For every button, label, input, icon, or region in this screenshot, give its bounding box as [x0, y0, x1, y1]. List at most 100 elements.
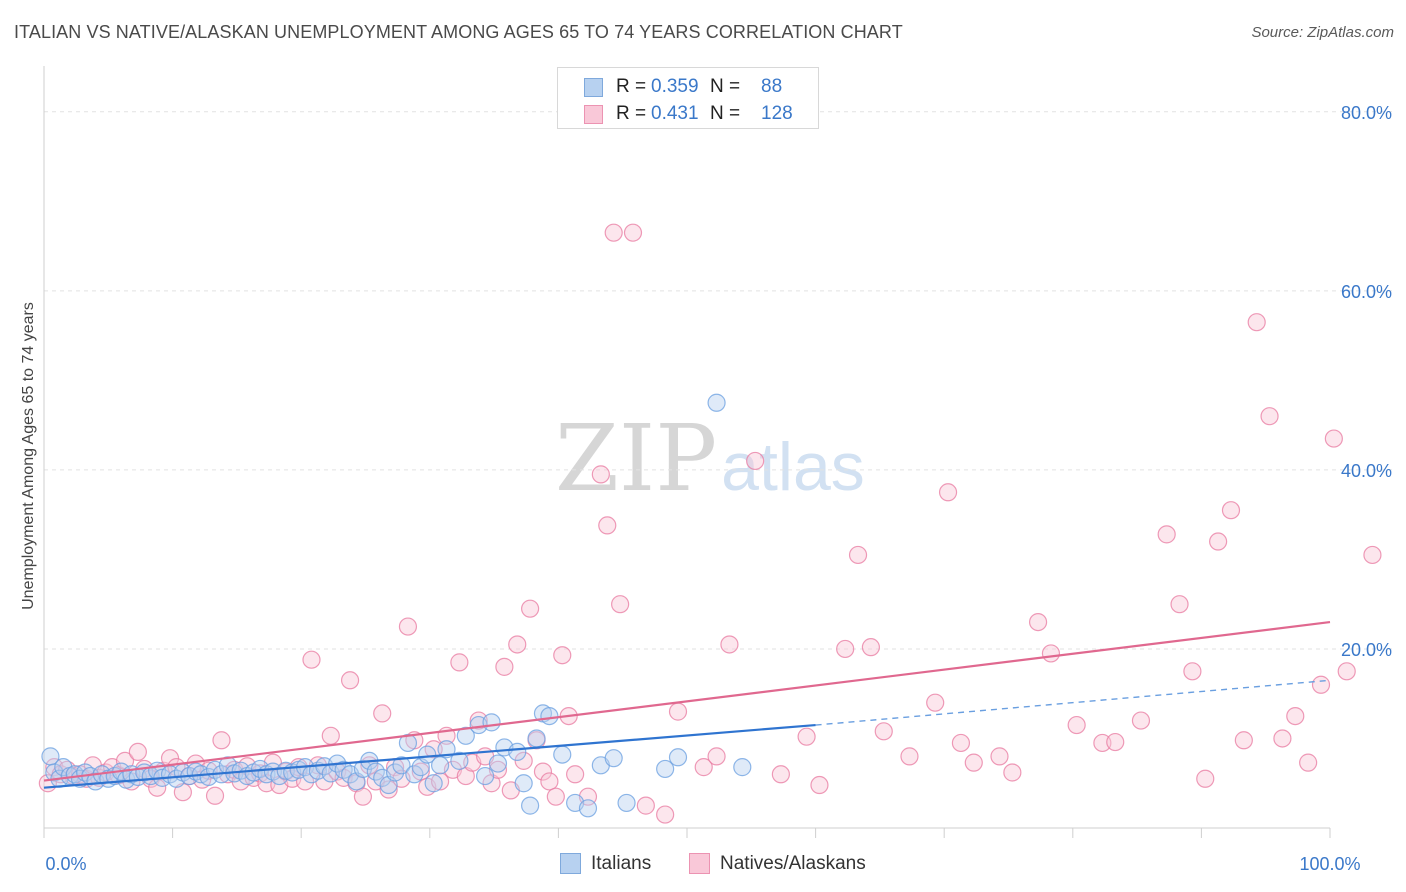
italians-point: [456, 726, 475, 745]
natives-point: [540, 772, 559, 791]
legend-row-natives: R = 0.431 N = 128: [558, 102, 818, 128]
natives-point: [604, 223, 623, 242]
italians-point: [617, 793, 636, 813]
natives-point: [611, 595, 630, 614]
natives-point: [836, 639, 855, 659]
natives-point: [1299, 753, 1318, 772]
italians-point: [668, 748, 688, 767]
italians-point: [418, 745, 437, 764]
italians-point: [450, 751, 469, 770]
legend-r-value: 0.431: [651, 103, 699, 124]
natives-point: [553, 646, 572, 665]
x-tick-label: 100.0%: [1299, 854, 1360, 874]
x-tick-label: 0.0%: [45, 854, 86, 874]
italians-point: [430, 756, 450, 775]
natives-point: [340, 671, 360, 690]
natives-point: [1170, 595, 1189, 614]
natives-point: [1131, 711, 1151, 730]
natives-point: [514, 751, 533, 770]
italians-point: [424, 774, 443, 793]
italians-point: [733, 758, 752, 777]
natives-point: [810, 775, 829, 795]
italians-point: [527, 729, 546, 748]
y-tick-label: 60.0%: [1341, 282, 1392, 302]
natives-point: [1157, 525, 1176, 544]
italians-point: [405, 765, 424, 784]
natives-point: [926, 693, 945, 712]
natives-point: [379, 780, 398, 799]
natives-point: [1003, 763, 1022, 782]
natives-point: [450, 653, 469, 672]
natives-point: [1183, 662, 1202, 681]
natives-point: [302, 650, 321, 669]
natives-point: [160, 749, 180, 768]
natives-point: [771, 765, 790, 784]
legend-swatch-natives: [584, 105, 603, 124]
natives-point: [746, 451, 765, 471]
legend-n-label: N =: [710, 103, 741, 124]
natives-point: [1260, 407, 1279, 426]
italians-point: [656, 759, 675, 779]
natives-point: [521, 599, 540, 618]
natives-point: [1106, 732, 1125, 752]
natives-point: [623, 223, 643, 242]
natives-point: [598, 516, 617, 535]
italians-point: [508, 742, 527, 762]
natives-point: [1286, 706, 1305, 726]
natives-point: [720, 635, 739, 654]
legend-swatch-italians: [584, 78, 603, 97]
natives-point: [668, 702, 688, 721]
italians-point: [398, 733, 418, 753]
natives-point: [1311, 675, 1331, 694]
natives-point: [321, 726, 340, 745]
natives-point: [546, 787, 565, 806]
y-tick-label: 40.0%: [1341, 461, 1392, 481]
legend-label-italians: Italians: [591, 853, 652, 874]
natives-point: [797, 727, 816, 746]
natives-point: [566, 765, 585, 784]
natives-point: [1209, 532, 1228, 551]
natives-point: [533, 762, 553, 781]
italians-point: [604, 749, 623, 768]
italians-point: [54, 758, 73, 777]
italians-point: [488, 754, 508, 773]
natives-trend-line: [43, 621, 1331, 782]
legend-n-value: 128: [761, 103, 793, 124]
natives-point: [1234, 731, 1253, 750]
y-tick-label: 20.0%: [1341, 640, 1392, 660]
italians-point: [437, 740, 456, 759]
italians-point: [707, 393, 726, 412]
natives-point: [591, 465, 610, 484]
italians-point: [514, 774, 533, 793]
natives-point: [656, 805, 675, 824]
italians-trend-extension: [815, 679, 1331, 726]
natives-point: [1247, 313, 1266, 332]
natives-point: [1041, 644, 1061, 663]
legend-n-value: 88: [761, 76, 783, 97]
natives-point: [205, 786, 225, 805]
italians-point: [276, 761, 295, 780]
y-tick-label: 80.0%: [1341, 103, 1392, 123]
natives-point: [1363, 545, 1382, 565]
source-credit: Source: ZipAtlas.com: [1251, 24, 1394, 41]
natives-point: [707, 747, 726, 766]
italians-point: [482, 713, 501, 732]
legend-label-natives: Natives/Alaskans: [720, 853, 866, 874]
natives-point: [694, 758, 713, 777]
natives-point: [430, 772, 450, 791]
legend-n-label: N =: [710, 76, 741, 97]
natives-point: [1196, 769, 1215, 788]
italians-point: [521, 796, 540, 815]
italians-trend-line: [43, 723, 816, 789]
natives-point: [938, 483, 958, 502]
italians-point: [553, 745, 572, 764]
natives-point: [398, 617, 418, 636]
legend-stats: R = 0.359 N = 88 R = 0.431 N = 128: [557, 67, 819, 129]
y-axis-title: Unemployment Among Ages 65 to 74 years: [20, 302, 37, 610]
natives-point: [900, 747, 919, 766]
natives-point: [353, 787, 373, 806]
natives-point: [1273, 729, 1292, 748]
legend-r-value: 0.359: [651, 76, 699, 97]
chart-title: ITALIAN VS NATIVE/ALASKAN UNEMPLOYMENT A…: [14, 22, 903, 42]
